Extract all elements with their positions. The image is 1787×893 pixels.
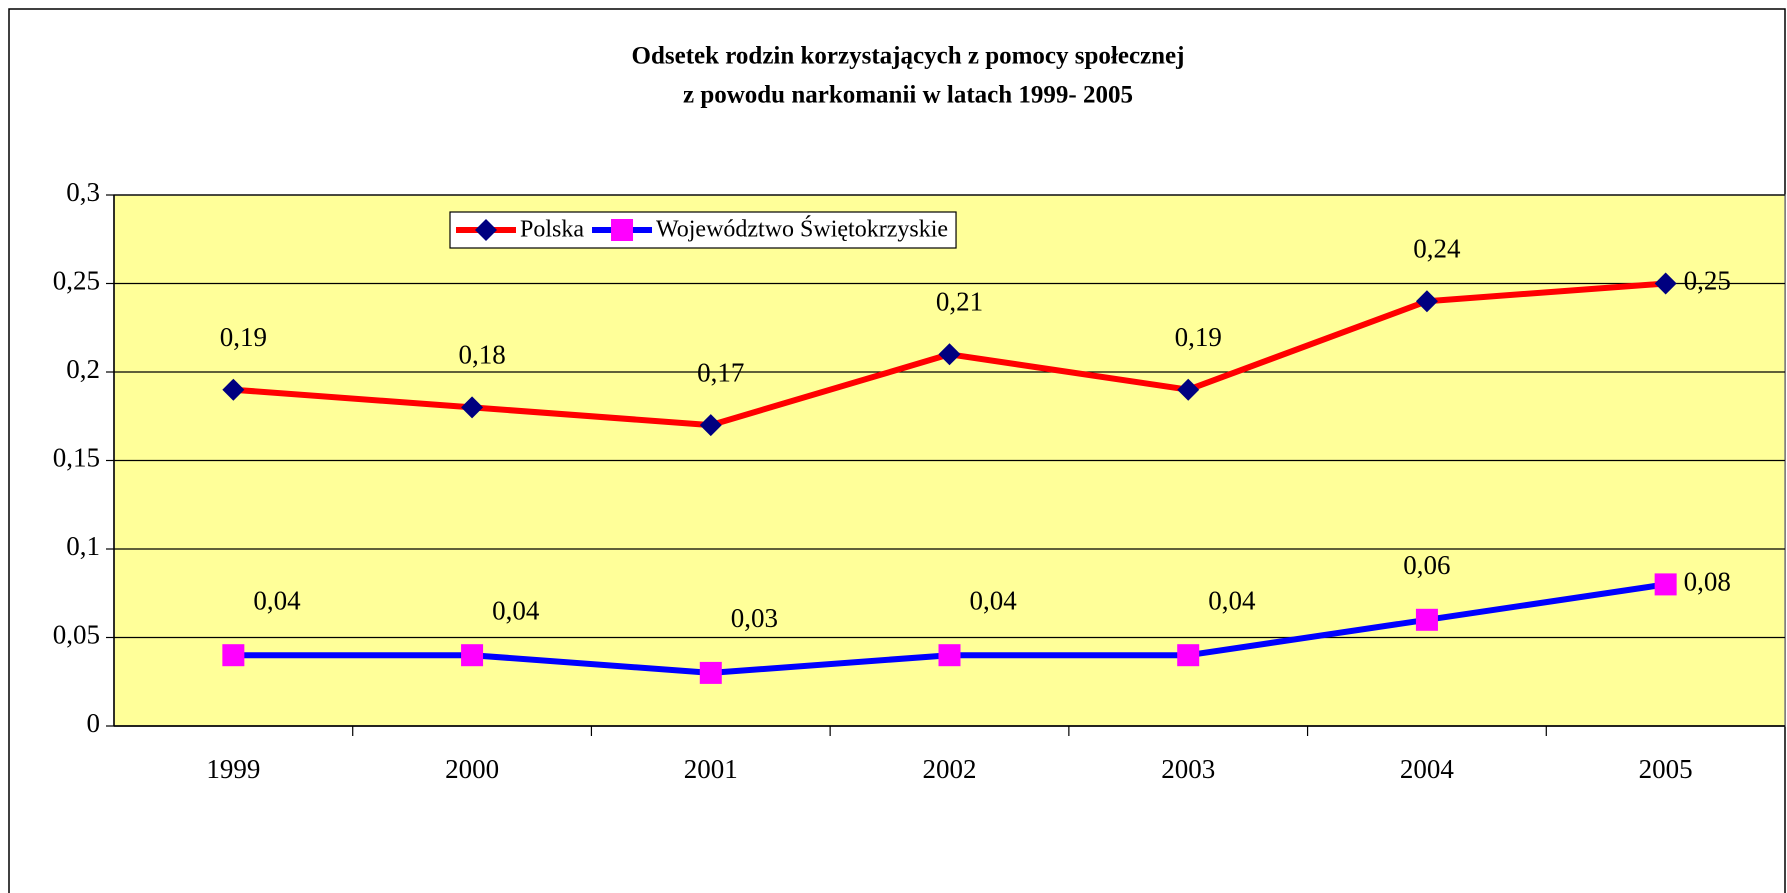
marker xyxy=(938,644,961,667)
x-tick-label: 2001 xyxy=(684,754,738,784)
y-tick-label: 0,3 xyxy=(66,177,100,207)
marker xyxy=(461,396,484,419)
data-label: 0,18 xyxy=(458,340,505,370)
marker xyxy=(1415,608,1438,631)
marker xyxy=(1177,644,1200,667)
x-tick-label: 2005 xyxy=(1639,754,1693,784)
y-tick-label: 0 xyxy=(87,708,101,738)
marker xyxy=(461,644,484,667)
data-label: 0,19 xyxy=(220,322,267,352)
marker xyxy=(1177,378,1200,401)
y-tick-label: 0,15 xyxy=(53,443,100,473)
chart-title: Odsetek rodzin korzystających z pomocy s… xyxy=(632,43,1185,70)
data-label: 0,17 xyxy=(697,357,744,387)
x-tick-label: 1999 xyxy=(206,754,260,784)
y-tick-label: 0,1 xyxy=(66,531,100,561)
data-label: 0,04 xyxy=(970,585,1018,615)
data-label: 0,25 xyxy=(1684,266,1731,296)
marker xyxy=(1654,573,1677,596)
legend-label: Polska xyxy=(520,217,584,243)
data-label: 0,06 xyxy=(1403,550,1450,580)
y-tick-label: 0,2 xyxy=(66,354,100,384)
marker xyxy=(222,378,245,401)
data-label: 0,04 xyxy=(253,585,301,615)
y-tick-label: 0,25 xyxy=(53,266,100,296)
x-tick-label: 2004 xyxy=(1400,754,1455,784)
legend xyxy=(449,211,957,249)
marker xyxy=(699,414,722,437)
marker xyxy=(1654,272,1677,295)
x-tick-label: 2002 xyxy=(923,754,977,784)
data-label: 0,24 xyxy=(1413,233,1461,263)
x-tick-label: 2000 xyxy=(445,754,499,784)
data-label: 0,19 xyxy=(1175,322,1222,352)
data-label: 0,08 xyxy=(1684,567,1731,597)
data-label: 0,21 xyxy=(936,287,983,317)
legend-label: Województwo Świętokrzyskie xyxy=(656,216,948,243)
x-tick-label: 2003 xyxy=(1161,754,1215,784)
marker xyxy=(611,219,634,241)
marker xyxy=(222,644,245,667)
chart-title: z powodu narkomanii w latach 1999- 2005 xyxy=(683,82,1133,109)
data-label: 0,04 xyxy=(1208,585,1256,615)
data-label: 0,04 xyxy=(492,595,540,625)
marker xyxy=(475,219,497,241)
y-tick-label: 0,05 xyxy=(53,620,100,650)
marker xyxy=(699,661,722,684)
marker xyxy=(938,343,961,366)
marker xyxy=(1415,290,1438,313)
data-label: 0,03 xyxy=(731,603,778,633)
